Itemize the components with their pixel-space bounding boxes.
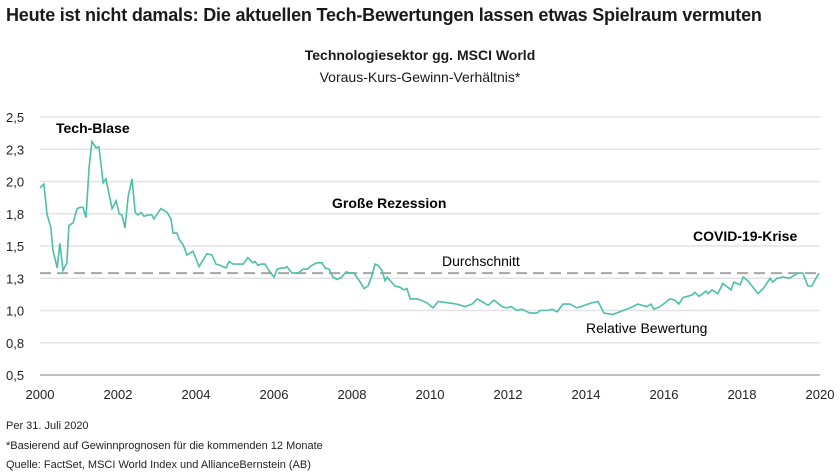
footnote: *Basierend auf Gewinnprognosen für die k… (6, 440, 323, 452)
x-tick-label: 2018 (728, 387, 757, 402)
y-tick-label: 2,5 (6, 110, 24, 125)
chart-title: Technologiesektor gg. MSCI World (304, 47, 536, 63)
y-tick-label: 0,8 (6, 336, 24, 351)
x-tick-label: 2014 (572, 387, 601, 402)
x-tick-label: 2020 (806, 387, 835, 402)
series-line-relative-bewertung (39, 139, 820, 316)
annotation-covid-19-krise: COVID-19-Krise (693, 228, 797, 244)
date-note: Per 31. Juli 2020 (6, 420, 89, 432)
annotation-grosse-rezession: Große Rezession (332, 195, 446, 211)
source-note: Quelle: FactSet, MSCI World Index und Al… (6, 459, 311, 471)
x-tick-label: 2006 (260, 387, 289, 402)
average-label: Durchschnitt (442, 253, 520, 269)
annotation-tech-blase: Tech-Blase (56, 120, 130, 136)
gridlines (40, 116, 820, 376)
y-tick-label: 2,0 (6, 175, 24, 190)
y-tick-label: 1,5 (6, 239, 24, 254)
x-tick-label: 2000 (26, 387, 55, 402)
x-tick-label: 2010 (416, 387, 445, 402)
y-tick-label: 2,3 (6, 142, 24, 157)
x-tick-label: 2008 (338, 387, 367, 402)
x-tick-label: 2004 (182, 387, 211, 402)
y-tick-label: 1,3 (6, 271, 24, 286)
x-tick-label: 2002 (104, 387, 133, 402)
x-tick-label: 2012 (494, 387, 523, 402)
series-label: Relative Bewertung (586, 320, 707, 336)
y-tick-label: 0,5 (6, 368, 24, 383)
chart-subtitle: Voraus-Kurs-Gewinn-Verhältnis* (319, 69, 521, 85)
y-axis-labels: 2,5 2,3 2,0 1,8 1,5 1,3 1,0 0,8 0,5 (6, 110, 24, 383)
y-tick-label: 1,0 (6, 304, 24, 319)
x-tick-label: 2016 (650, 387, 679, 402)
x-axis-labels: 2000 2002 2004 2006 2008 2010 2012 2014 2016 2018… (26, 387, 835, 402)
y-tick-label: 1,8 (6, 207, 24, 222)
page-title: Heute ist nicht damals: Die aktuellen Te… (6, 5, 762, 25)
